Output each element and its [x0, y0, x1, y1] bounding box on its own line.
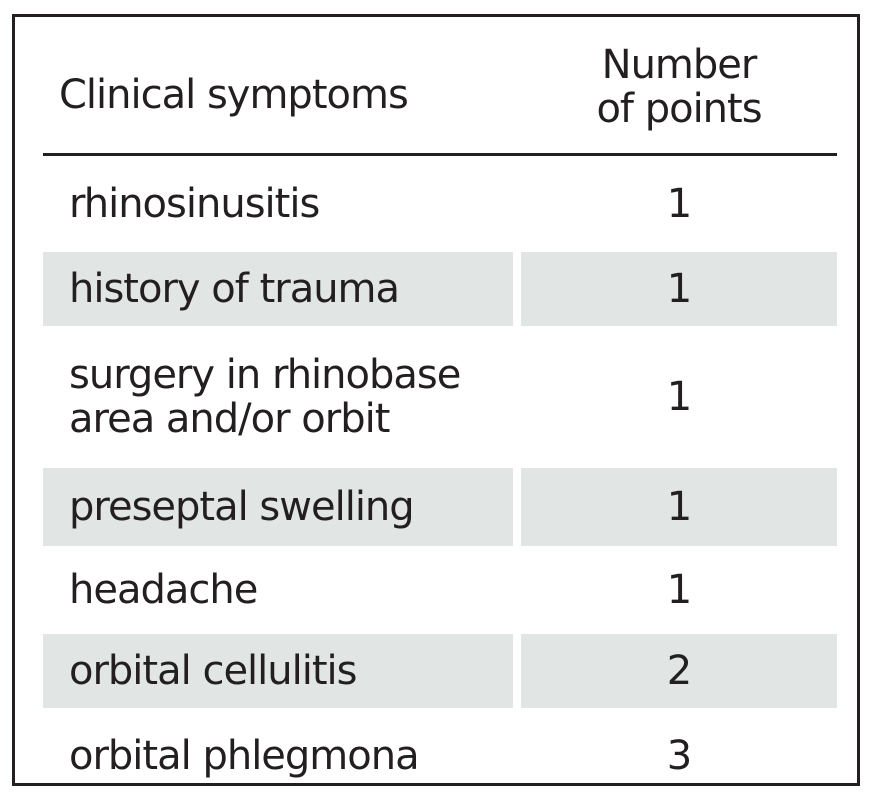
symptom-cell: preseptal swelling	[43, 468, 513, 546]
symptom-label: rhinosinusitis	[69, 181, 320, 227]
table-row: preseptal swelling 1	[43, 468, 837, 546]
header-number-of-points: Number of points	[521, 43, 837, 131]
table-row: headache 1	[43, 552, 837, 628]
symptom-cell: history of trauma	[43, 252, 513, 326]
symptom-label: history of trauma	[69, 266, 400, 312]
symptom-label: orbital cellulitis	[69, 648, 357, 694]
table-row: orbital cellulitis 2	[43, 634, 837, 708]
table-row: history of trauma 1	[43, 252, 837, 326]
symptom-cell: orbital phlegmona	[43, 714, 513, 798]
header-clinical-symptoms: Clinical symptoms	[59, 72, 409, 118]
points-cell: 3	[666, 733, 692, 779]
points-cell: 1	[666, 181, 692, 227]
scoring-table: Clinical symptoms Number of points rhino…	[43, 17, 837, 798]
points-cell: 2	[521, 634, 837, 708]
points-cell: 1	[666, 374, 692, 420]
symptom-label: preseptal swelling	[69, 484, 415, 530]
header-points-line-2: of points	[596, 86, 762, 132]
table-frame: Clinical symptoms Number of points rhino…	[12, 14, 860, 786]
symptom-cell: headache	[43, 552, 513, 628]
symptom-cell: orbital cellulitis	[43, 634, 513, 708]
table-row: surgery in rhinobase area and/or orbit 1	[43, 332, 837, 462]
table-header: Clinical symptoms Number of points	[43, 17, 837, 156]
symptom-cell: surgery in rhinobase area and/or orbit	[43, 332, 513, 462]
points-cell: 1	[521, 468, 837, 546]
table-row: rhinosinusitis 1	[43, 162, 837, 246]
symptom-label: headache	[69, 567, 258, 613]
points-cell: 1	[521, 252, 837, 326]
symptom-label: orbital phlegmona	[69, 733, 420, 779]
points-cell: 1	[666, 567, 692, 613]
table-row: orbital phlegmona 3	[43, 714, 837, 798]
symptom-label-line-2: area and/or orbit	[69, 396, 390, 442]
symptom-label-line-1: surgery in rhinobase	[69, 352, 461, 398]
symptom-cell: rhinosinusitis	[43, 162, 513, 246]
header-points-line-1: Number	[601, 42, 758, 88]
